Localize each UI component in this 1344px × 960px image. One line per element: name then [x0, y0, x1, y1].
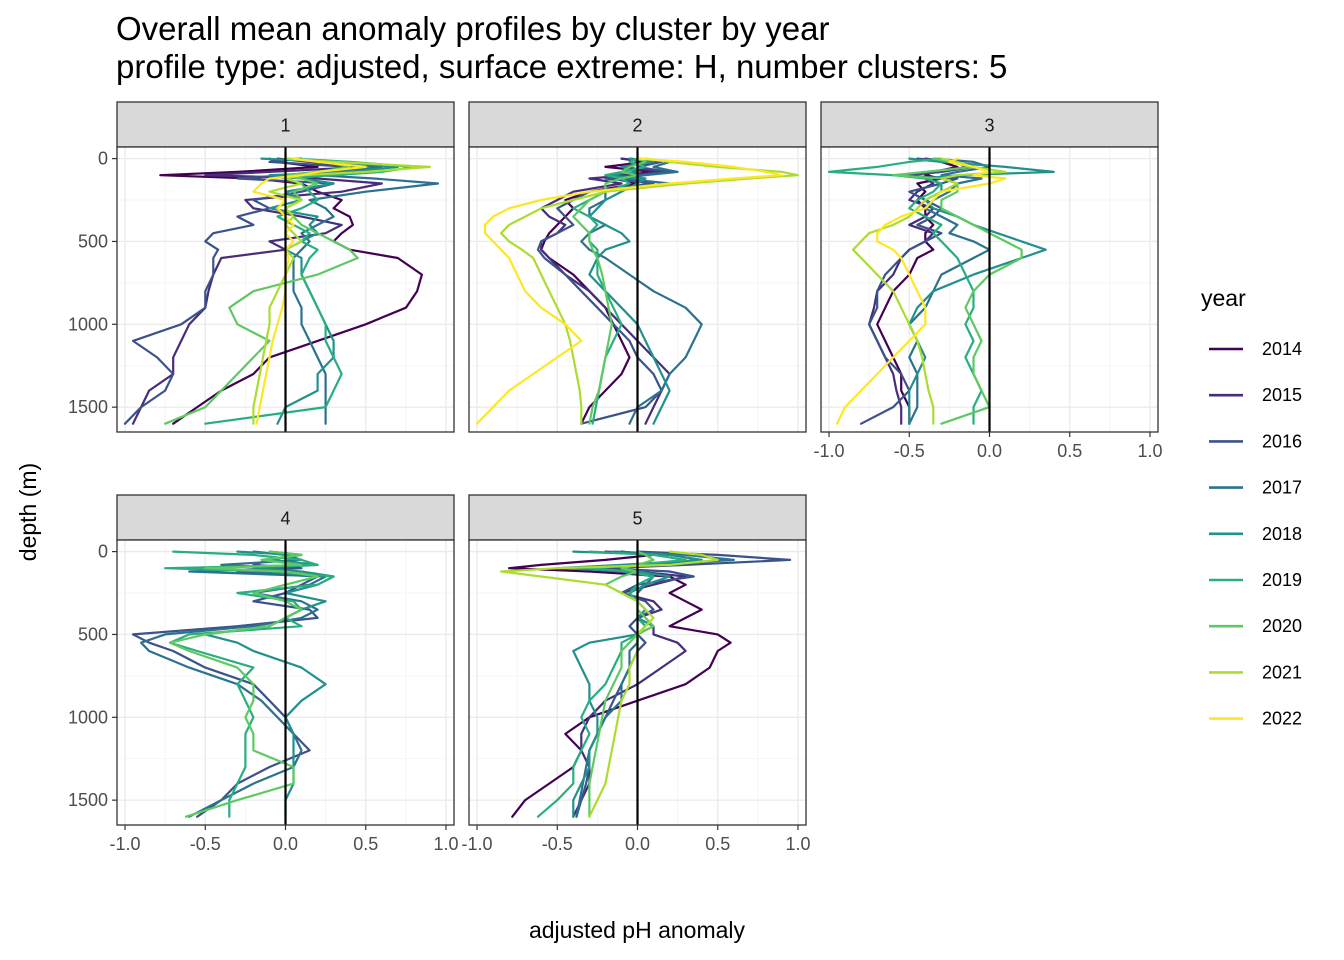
- facet-strip-label: 3: [984, 116, 994, 136]
- series-line-2021: [500, 550, 719, 818]
- chart-title: Overall mean anomaly profiles by cluster…: [116, 10, 1007, 86]
- panel-1: 1 0 500 1000 1500: [68, 101, 455, 433]
- y-tick-label: 500: [78, 231, 108, 251]
- legend-item-2019: 2019: [1209, 570, 1302, 590]
- x-tick-label: -0.5: [190, 834, 221, 854]
- series-line-2014: [508, 550, 732, 818]
- y-tick-label: 500: [78, 624, 108, 644]
- panel-border: [116, 146, 455, 433]
- series-line-2017: [580, 157, 703, 425]
- panel-4: 4 0 500 1000 1500 -1.0 -0.5 0.0 0.5 1.0: [68, 494, 458, 854]
- series-line-2021: [500, 157, 800, 425]
- facet-strip-label: 4: [280, 509, 290, 529]
- legend-label-2017: 2017: [1262, 478, 1302, 498]
- x-tick-label: 0.5: [1057, 441, 1082, 461]
- legend-item-2017: 2017: [1209, 478, 1302, 498]
- x-tick-label: -1.0: [814, 441, 845, 461]
- series-line-2020: [588, 550, 655, 818]
- legend-item-2022: 2022: [1209, 709, 1302, 729]
- x-tick-label: 1.0: [433, 834, 458, 854]
- x-tick-label: -0.5: [542, 834, 573, 854]
- panel-2: 2: [468, 101, 807, 433]
- x-tick-label: 0.0: [625, 834, 650, 854]
- series-line-2014: [876, 157, 959, 425]
- y-tick-label: 0: [98, 149, 108, 169]
- x-tick-label: 0.0: [273, 834, 298, 854]
- y-tick-label: 1500: [68, 397, 108, 417]
- legend: year 2014 2015 2016 2017 2018 2019 2020 2021 2022: [1201, 285, 1302, 729]
- x-tick-label: -0.5: [894, 441, 925, 461]
- series-line-2018: [260, 157, 399, 425]
- series-line-2021: [851, 157, 1007, 425]
- legend-item-2021: 2021: [1209, 662, 1302, 682]
- series-line-2020: [892, 157, 1023, 425]
- legend-item-2015: 2015: [1209, 385, 1302, 405]
- x-tick-label: 1.0: [1137, 441, 1162, 461]
- legend-label-2015: 2015: [1262, 385, 1302, 405]
- legend-label-2018: 2018: [1262, 524, 1302, 544]
- series-line-2020: [168, 550, 319, 818]
- facet-strip-label: 5: [632, 509, 642, 529]
- panel-border: [468, 146, 807, 433]
- x-axis-title: adjusted pH anomaly: [529, 917, 746, 943]
- x-tick-label: 0.0: [977, 441, 1002, 461]
- legend-label-2020: 2020: [1262, 616, 1302, 636]
- legend-item-2016: 2016: [1209, 431, 1302, 451]
- x-tick-label: 0.5: [353, 834, 378, 854]
- legend-label-2014: 2014: [1262, 339, 1302, 359]
- panel-5: 5 -1.0 -0.5 0.0 0.5 1.0: [462, 494, 810, 854]
- series-line-2019: [204, 157, 415, 425]
- facet-strip-label: 2: [632, 116, 642, 136]
- series-line-2022: [252, 157, 367, 425]
- facet-strip: [468, 101, 807, 148]
- x-tick-label: 1.0: [785, 834, 810, 854]
- legend-title: year: [1201, 285, 1246, 311]
- y-tick-label: 1500: [68, 790, 108, 810]
- legend-item-2014: 2014: [1209, 339, 1302, 359]
- legend-item-2020: 2020: [1209, 616, 1302, 636]
- x-tick-label: -1.0: [110, 834, 141, 854]
- series-line-2016: [131, 550, 319, 818]
- facet-strip-label: 1: [280, 116, 290, 136]
- series-line-2014: [159, 157, 423, 425]
- facet-strip: [468, 494, 807, 541]
- panel-3: 3 -1.0 -0.5 0.0 0.5 1.0: [814, 101, 1162, 461]
- series-line-2020: [572, 157, 647, 425]
- legend-item-2018: 2018: [1209, 524, 1302, 544]
- y-axis-title: depth (m): [15, 463, 41, 561]
- legend-label-2022: 2022: [1262, 709, 1302, 729]
- legend-label-2019: 2019: [1262, 570, 1302, 590]
- y-tick-label: 1000: [68, 707, 108, 727]
- series-line-2022: [475, 157, 784, 425]
- legend-label-2021: 2021: [1262, 662, 1302, 682]
- x-tick-label: -1.0: [462, 834, 493, 854]
- title-line-2: profile type: adjusted, surface extreme:…: [116, 48, 1008, 85]
- y-tick-label: 1000: [68, 314, 108, 334]
- x-tick-label: 0.5: [705, 834, 730, 854]
- title-line-1: Overall mean anomaly profiles by cluster…: [116, 10, 830, 47]
- series-line-2022: [835, 157, 1007, 425]
- y-tick-label: 0: [98, 542, 108, 562]
- legend-label-2016: 2016: [1262, 431, 1302, 451]
